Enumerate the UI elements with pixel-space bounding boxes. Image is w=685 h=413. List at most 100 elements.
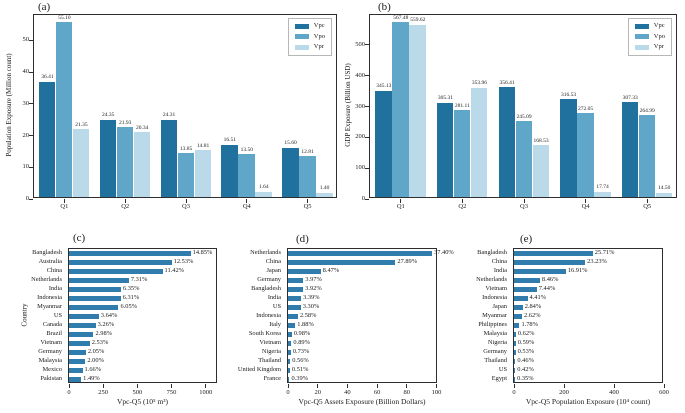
x-tick-label: 200 — [559, 389, 569, 396]
hbar-US — [514, 367, 516, 374]
bar-Vpr-Q4 — [255, 191, 272, 197]
legend-swatch-Vpr — [634, 44, 649, 50]
y-tick-label: 0 — [25, 195, 29, 202]
x-tick-label: 80 — [403, 389, 411, 396]
percent-label: 0.73% — [292, 348, 310, 356]
x-axis-label: Vpc-Q5 (10⁵ m³) — [116, 397, 169, 406]
x-tick-label: 0 — [512, 389, 516, 396]
tick-mark — [68, 384, 70, 388]
legend-swatch-Vpr — [294, 44, 309, 50]
value-label: 168.53 — [533, 137, 549, 144]
legend: Vpc Vpo Vpr — [627, 18, 672, 56]
percent-label: 3.39% — [303, 294, 320, 302]
value-label: 356.41 — [499, 79, 515, 86]
tick-mark — [287, 384, 289, 388]
tick-mark — [29, 39, 33, 41]
percent-label: 0.42% — [517, 366, 534, 374]
bar-Vpc-Q3 — [160, 119, 177, 197]
value-label: 345.13 — [376, 83, 392, 90]
plot-area: Bangladesh 25.71% China 23.23% India 16.91% Ne… — [476, 248, 669, 396]
percent-label: 11.42% — [164, 267, 184, 275]
bar-Vpo-Q4 — [238, 154, 255, 197]
y-tick-label: 500 — [355, 40, 365, 48]
tick-mark — [346, 384, 348, 388]
bar-Vpo-Q4 — [577, 113, 594, 197]
hbar-Vietnam — [288, 340, 292, 347]
legend-swatch-Vpo — [634, 34, 649, 40]
hbar-Malaysia — [69, 358, 86, 365]
plot-area: 0 100 200 300 400 500 Q1 345.13 567.48 559.62 Q2 30… — [355, 14, 677, 210]
x-tick-label: Q1 — [396, 203, 405, 210]
hbar-US — [69, 313, 99, 320]
tick-mark — [185, 199, 187, 203]
hbar-Australia — [69, 259, 172, 266]
y-tick-label: 50 — [22, 36, 30, 44]
hbar-Philippines — [514, 322, 520, 329]
hbar-Bangladesh — [288, 286, 304, 293]
bar-Vpo-Q2 — [453, 110, 471, 197]
percent-label: 0.98% — [293, 330, 311, 338]
y-axis-label: Country — [20, 303, 29, 327]
country-label: Malaysia — [38, 357, 62, 365]
value-label: 1.40 — [319, 185, 330, 192]
bar-Vpr-Q1 — [72, 129, 90, 197]
value-label: 21.35 — [75, 121, 88, 128]
tick-mark — [436, 384, 437, 388]
hbar-Japan — [288, 268, 321, 275]
country-label: South Korea — [248, 330, 281, 338]
bar-Vpr-Q2 — [470, 87, 488, 197]
chart-volume-by-country: (c) Country Vpc-Q5 (10⁵ m³) Bangladesh 14… — [21, 232, 217, 406]
x-tick-label: 0 — [286, 389, 290, 396]
hbar-Thailand — [288, 358, 291, 365]
panel-label-e: (e) — [520, 233, 533, 245]
value-label: 316.53 — [561, 91, 577, 98]
value-label: 353.96 — [471, 80, 487, 87]
hbar-South Korea — [288, 331, 292, 338]
y-tick-label: 30 — [22, 99, 30, 107]
tick-mark — [646, 199, 648, 203]
country-label: Japan — [492, 303, 507, 311]
value-label: 567.48 — [393, 14, 409, 21]
panel-label-c: (c) — [73, 232, 86, 244]
tick-mark — [585, 199, 587, 203]
x-axis-label: Vpc-Q5 Population Exposure (10⁴ count) — [525, 397, 651, 406]
hbar-India — [69, 286, 121, 293]
chart-population-exposure-by-country: (e) Vpc-Q5 Population Exposure (10⁴ coun… — [476, 233, 669, 406]
x-tick-label: 400 — [609, 389, 619, 396]
legend: Vpc Vpo Vpr — [287, 18, 332, 56]
country-label: US — [498, 366, 507, 374]
tick-mark — [317, 384, 319, 388]
value-label: 1.64 — [258, 184, 269, 191]
legend-label: Vpc — [653, 22, 665, 29]
percent-label: 1.78% — [521, 321, 538, 329]
country-label: Bangladesh — [477, 249, 507, 257]
country-label: China — [491, 258, 507, 266]
country-label: United Kingdom — [237, 366, 281, 374]
percent-label: 0.62% — [517, 330, 535, 338]
hbar-China — [69, 268, 163, 275]
legend-label: Vpr — [653, 43, 664, 50]
percent-label: 0.53% — [517, 348, 535, 356]
value-label: 14.81 — [196, 142, 210, 149]
x-tick-label: 100 — [431, 389, 442, 396]
bar-Vpr-Q2 — [133, 132, 151, 197]
tick-mark — [102, 384, 104, 388]
percent-label: 2.00% — [87, 357, 104, 365]
bar-Vpr-Q5 — [655, 192, 673, 197]
x-tick-label: 40 — [344, 389, 351, 396]
percent-label: 2.84% — [524, 303, 542, 311]
hbar-US — [288, 304, 301, 311]
legend-item-Vpo: Vpo — [634, 32, 665, 41]
chart-population-exposure: (a) Population Exposure (Million count) … — [5, 1, 337, 210]
x-tick-label: Q2 — [458, 203, 467, 210]
y-tick-label: 100 — [355, 164, 365, 172]
percent-label: 23.23% — [587, 258, 607, 266]
bar-Vpc-Q1 — [38, 81, 56, 197]
percent-label: 1.49% — [83, 375, 100, 383]
percent-label: 3.97% — [305, 276, 322, 284]
hbar-China — [514, 259, 586, 266]
legend-label: Vpo — [653, 32, 665, 40]
value-label: 307.33 — [622, 94, 638, 101]
country-label: Philippines — [478, 321, 507, 329]
country-label: US — [53, 312, 62, 320]
